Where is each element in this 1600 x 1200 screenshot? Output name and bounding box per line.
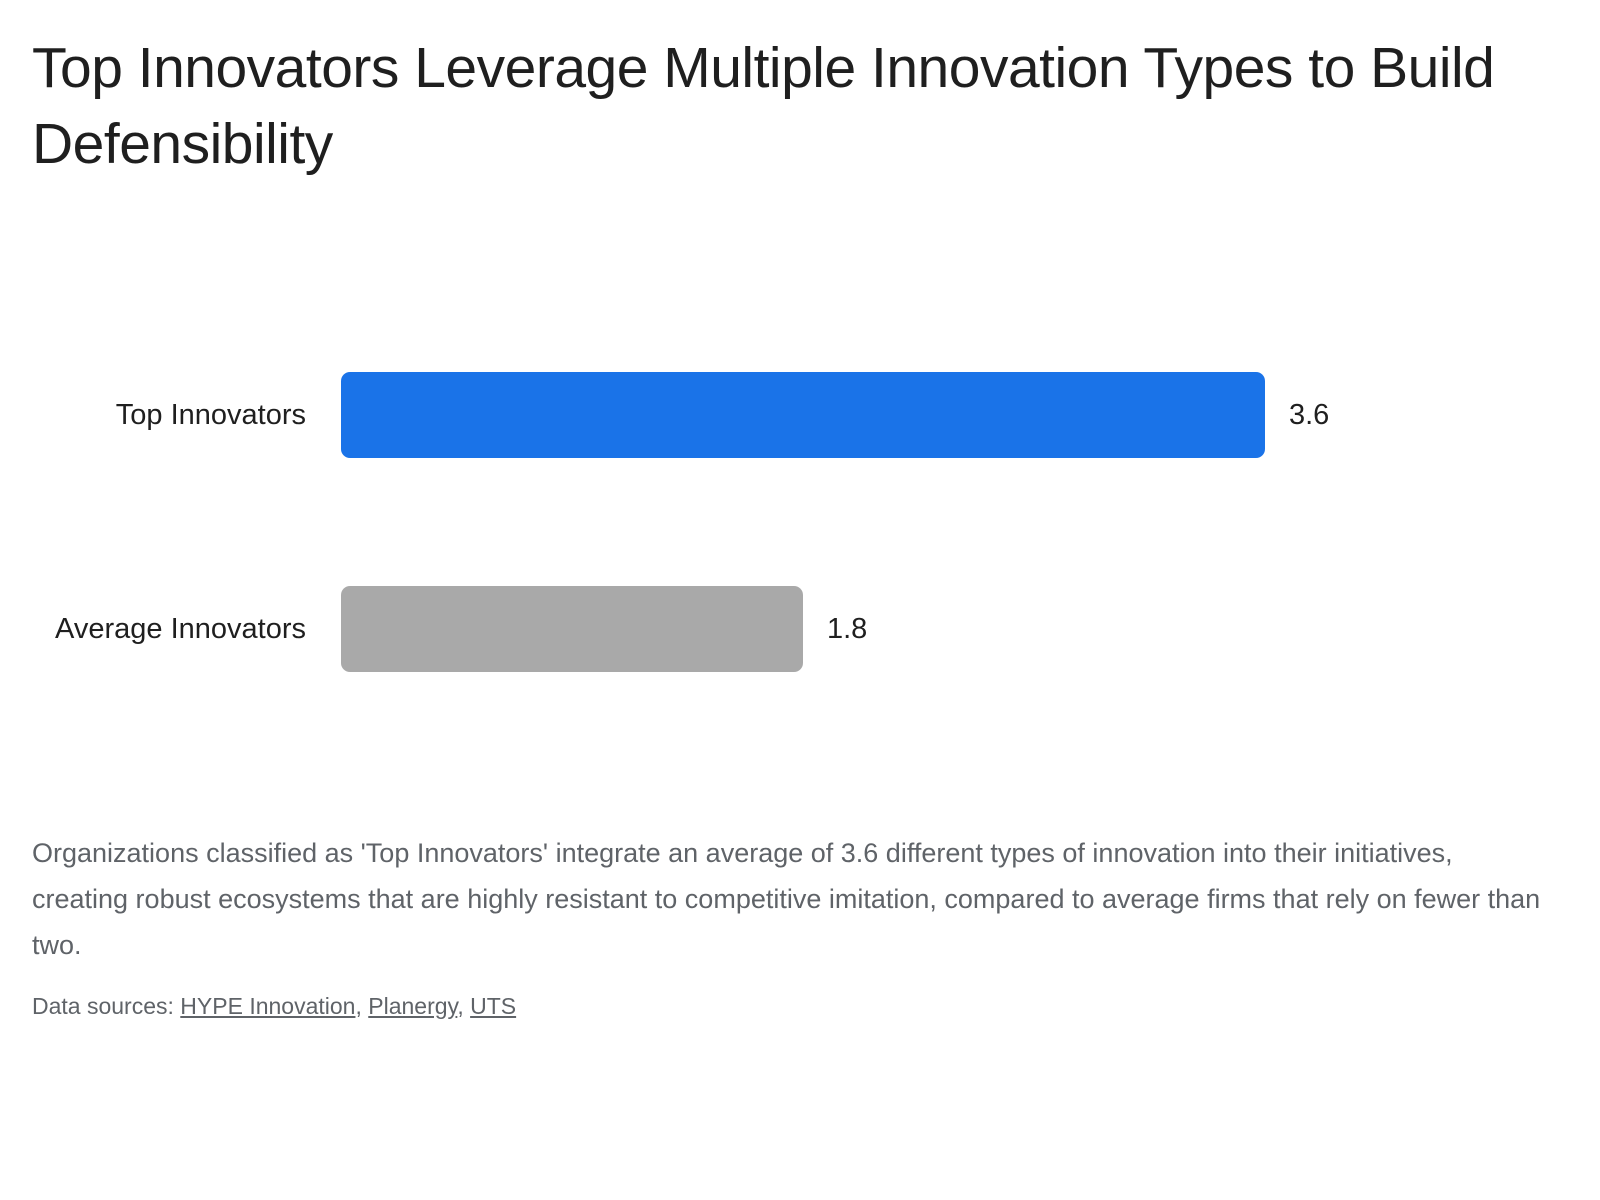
data-sources-prefix: Data sources: [32, 993, 181, 1019]
bar-chart-svg: Top Innovators 3.6 Average Innovators 1.8 [55, 372, 1329, 672]
category-label: Average Innovators [55, 613, 306, 645]
data-sources: Data sources: HYPE Innovation, Planergy,… [32, 990, 516, 1022]
category-label: Top Innovators [116, 399, 306, 431]
bar-chart: Top Innovators 3.6 Average Innovators 1.8 [32, 320, 1568, 680]
source-link-uts[interactable]: UTS [470, 993, 517, 1019]
source-separator: , [457, 993, 471, 1019]
chart-card: Top Innovators Leverage Multiple Innovat… [32, 30, 1568, 1019]
source-link-planergy[interactable]: Planergy [368, 993, 458, 1019]
data-label: 3.6 [1289, 399, 1329, 431]
data-label: 1.8 [827, 613, 867, 645]
source-link-hype-innovation[interactable]: HYPE Innovation [180, 993, 356, 1019]
bar [341, 586, 803, 672]
chart-title: Top Innovators Leverage Multiple Innovat… [32, 36, 1495, 176]
source-separator: , [355, 993, 369, 1019]
chart-description: Organizations classified as 'Top Innovat… [32, 838, 1541, 960]
bar [341, 372, 1265, 458]
